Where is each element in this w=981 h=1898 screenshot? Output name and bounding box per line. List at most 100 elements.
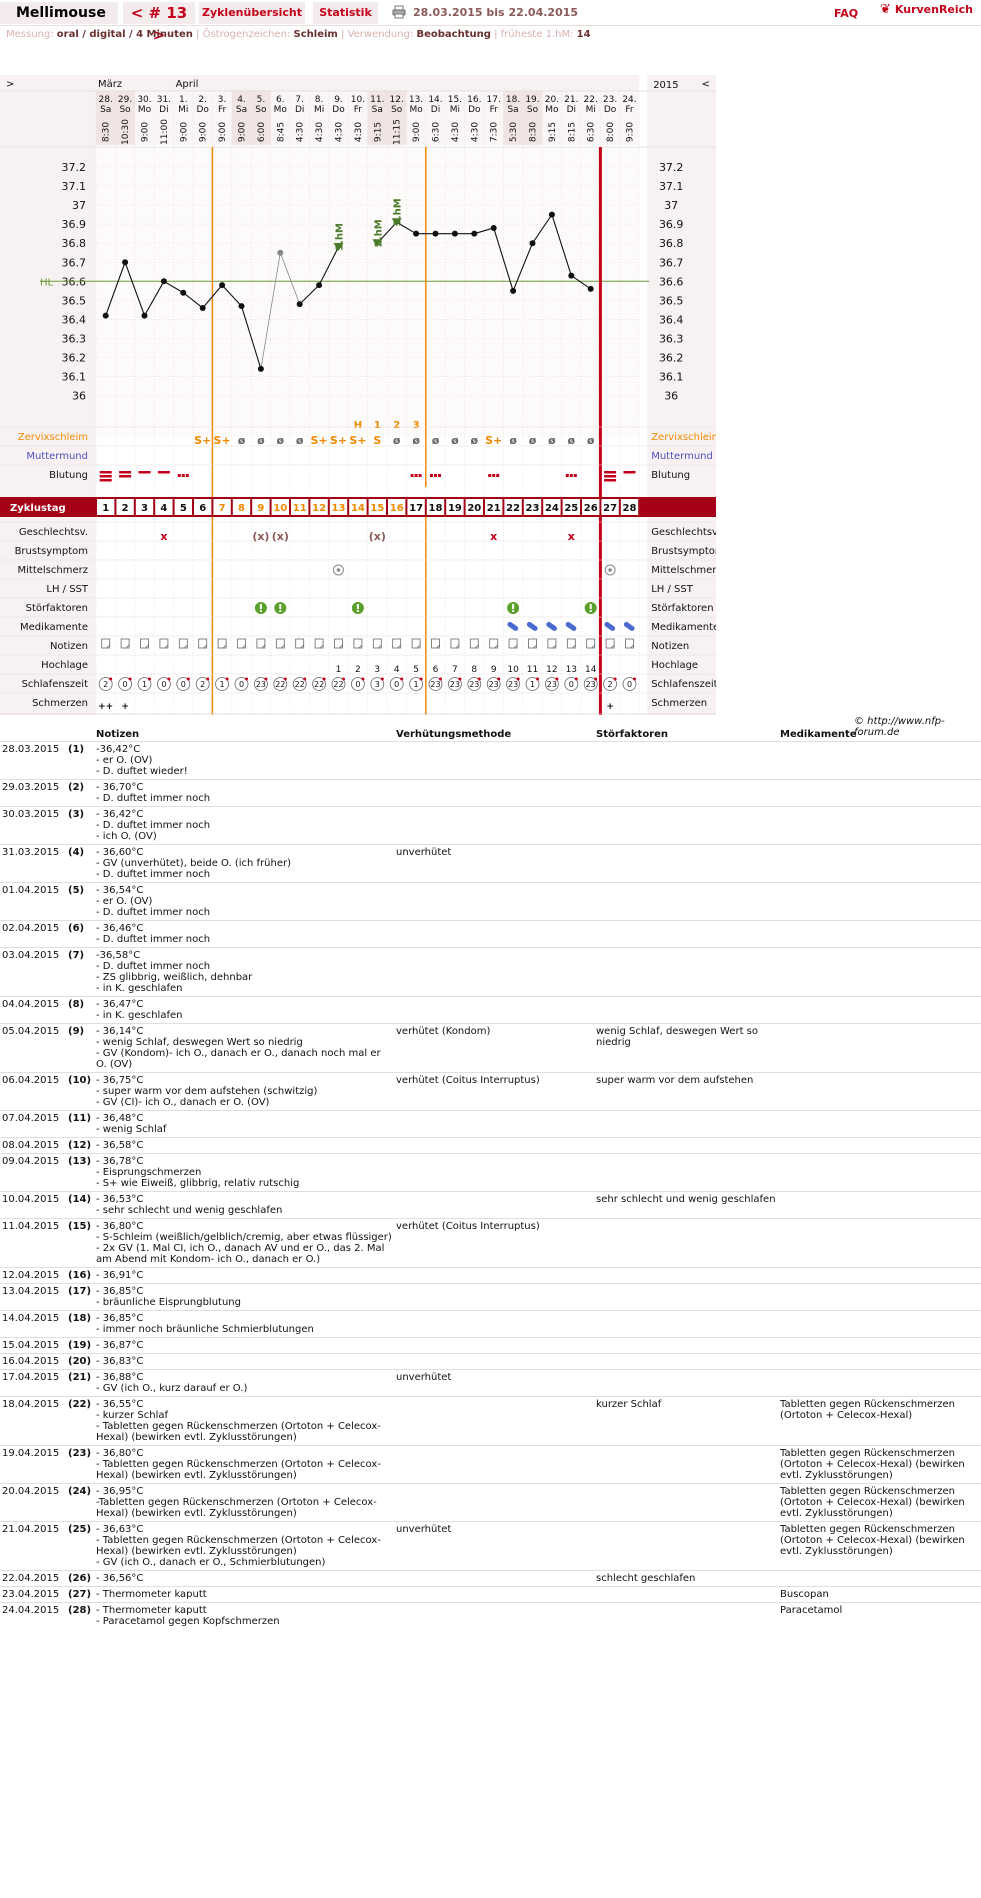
mucus-symbol: ø bbox=[587, 434, 595, 447]
row-label-right-lh: LH / SST bbox=[651, 584, 694, 595]
note-icon[interactable] bbox=[528, 638, 537, 649]
note-day-number: (9) bbox=[66, 1023, 94, 1073]
cycle-day-cell bbox=[388, 499, 406, 515]
pill-icon bbox=[546, 621, 557, 631]
high-phase-number: 6 bbox=[433, 665, 439, 675]
note-icon[interactable] bbox=[353, 638, 363, 649]
note-icon[interactable] bbox=[275, 638, 285, 649]
temp-point bbox=[510, 287, 517, 294]
printer-icon[interactable] bbox=[392, 5, 406, 19]
note-icon-fold bbox=[494, 644, 498, 649]
note-icon[interactable] bbox=[372, 638, 382, 649]
date-label: 29. bbox=[118, 95, 132, 105]
clock-marker bbox=[419, 677, 423, 681]
note-icon[interactable] bbox=[159, 638, 169, 649]
weekday-label: Mo bbox=[545, 105, 559, 115]
time-label: 9:00 bbox=[199, 122, 209, 142]
weekday-label: Fr bbox=[490, 105, 499, 115]
high-phase-number: 7 bbox=[452, 665, 458, 675]
note-icon[interactable] bbox=[547, 638, 557, 649]
note-text: - 36,88°C - GV (ich O., kurz darauf er O… bbox=[94, 1369, 394, 1397]
note-icon[interactable] bbox=[256, 638, 266, 649]
temp-point bbox=[548, 211, 555, 218]
sleep-time-value: 0 bbox=[627, 680, 632, 689]
time-label: 10:30 bbox=[121, 119, 131, 145]
note-icon[interactable] bbox=[101, 638, 111, 649]
date-label: 13. bbox=[409, 95, 423, 105]
disturbance-icon-bar bbox=[259, 604, 262, 609]
note-icon[interactable] bbox=[450, 638, 460, 649]
note-text: - 36,60°C - GV (unverhütet), beide O. (i… bbox=[94, 844, 394, 883]
note-icon[interactable] bbox=[411, 638, 421, 649]
cycle-selector[interactable]: < # 13 > bbox=[123, 2, 195, 44]
cycle-day-number: 20 bbox=[467, 503, 481, 514]
date-label: 11. bbox=[370, 95, 384, 105]
spotting-mark bbox=[177, 474, 181, 477]
note-method bbox=[394, 779, 594, 807]
temp-point bbox=[316, 282, 323, 289]
note-icon-fold bbox=[416, 644, 421, 649]
note-icon[interactable] bbox=[178, 638, 188, 649]
row-label-right-zervix: Zervixschleim bbox=[651, 432, 716, 443]
tab-statistics[interactable]: Statistik bbox=[313, 2, 378, 24]
note-icon[interactable] bbox=[217, 638, 227, 649]
disturbance-icon-bar bbox=[589, 604, 592, 609]
disturbance-icon-dot bbox=[259, 610, 262, 612]
note-day-number: (24) bbox=[66, 1483, 94, 1522]
clock-marker bbox=[574, 677, 578, 681]
note-date: 07.04.2015 bbox=[0, 1110, 66, 1138]
clock-marker bbox=[225, 677, 229, 681]
y-tick-right: 36 bbox=[664, 390, 678, 403]
note-date: 19.04.2015 bbox=[0, 1445, 66, 1484]
note-icon[interactable] bbox=[237, 638, 246, 649]
faq-link[interactable]: FAQ bbox=[834, 7, 859, 20]
note-icon[interactable] bbox=[489, 638, 499, 649]
temp-segment bbox=[221, 284, 242, 307]
note-icon[interactable] bbox=[314, 638, 324, 649]
spotting-mark bbox=[573, 474, 577, 477]
note-icon[interactable] bbox=[431, 638, 440, 649]
note-icon[interactable] bbox=[140, 638, 149, 649]
note-icon[interactable] bbox=[295, 638, 305, 649]
clock-icon bbox=[622, 677, 637, 691]
note-icon[interactable] bbox=[469, 638, 479, 649]
note-icon-fold bbox=[630, 644, 634, 649]
note-icon[interactable] bbox=[566, 638, 576, 649]
note-date: 04.04.2015 bbox=[0, 996, 66, 1024]
note-icon[interactable] bbox=[198, 638, 208, 649]
note-icon[interactable] bbox=[586, 638, 596, 649]
note-icon[interactable] bbox=[508, 638, 518, 649]
note-day-number: (4) bbox=[66, 844, 94, 883]
note-icon[interactable] bbox=[120, 638, 130, 649]
note-icon[interactable] bbox=[334, 638, 343, 649]
clock-marker bbox=[283, 677, 287, 681]
clock-icon bbox=[273, 677, 288, 691]
temp-segment bbox=[124, 262, 146, 316]
note-icon[interactable] bbox=[625, 638, 634, 649]
note-method bbox=[394, 1267, 594, 1284]
spotting-mark bbox=[410, 474, 414, 477]
clock-marker bbox=[303, 677, 307, 681]
time-label: 9:00 bbox=[179, 122, 189, 142]
note-method bbox=[394, 1191, 594, 1219]
time-label: 4:30 bbox=[451, 122, 461, 142]
row-label-schlaf: Schlafenszeit bbox=[22, 679, 88, 690]
note-medication: Paracetamol bbox=[778, 1602, 981, 1629]
high-phase-number: 10 bbox=[507, 665, 519, 675]
brand-link[interactable]: ❦ KurvenReich bbox=[880, 2, 981, 24]
note-icon[interactable] bbox=[392, 638, 402, 649]
peak-day-label: H bbox=[354, 420, 362, 431]
weekday-label: Do bbox=[604, 105, 617, 115]
high-temp-label: 3.hM bbox=[393, 198, 404, 226]
y-tick-left: 36 bbox=[72, 390, 86, 403]
note-icon[interactable] bbox=[605, 638, 615, 649]
high-temp-marker bbox=[372, 239, 383, 248]
pain-value: + bbox=[121, 702, 129, 712]
date-label: 22. bbox=[584, 95, 598, 105]
temp-point bbox=[122, 259, 129, 266]
estrogen-value: Schleim bbox=[293, 29, 338, 40]
note-date: 23.04.2015 bbox=[0, 1586, 66, 1603]
note-disturbance bbox=[594, 947, 778, 997]
note-medication bbox=[778, 882, 981, 921]
tab-cycle-overview[interactable]: Zyklenübersicht bbox=[199, 2, 305, 24]
